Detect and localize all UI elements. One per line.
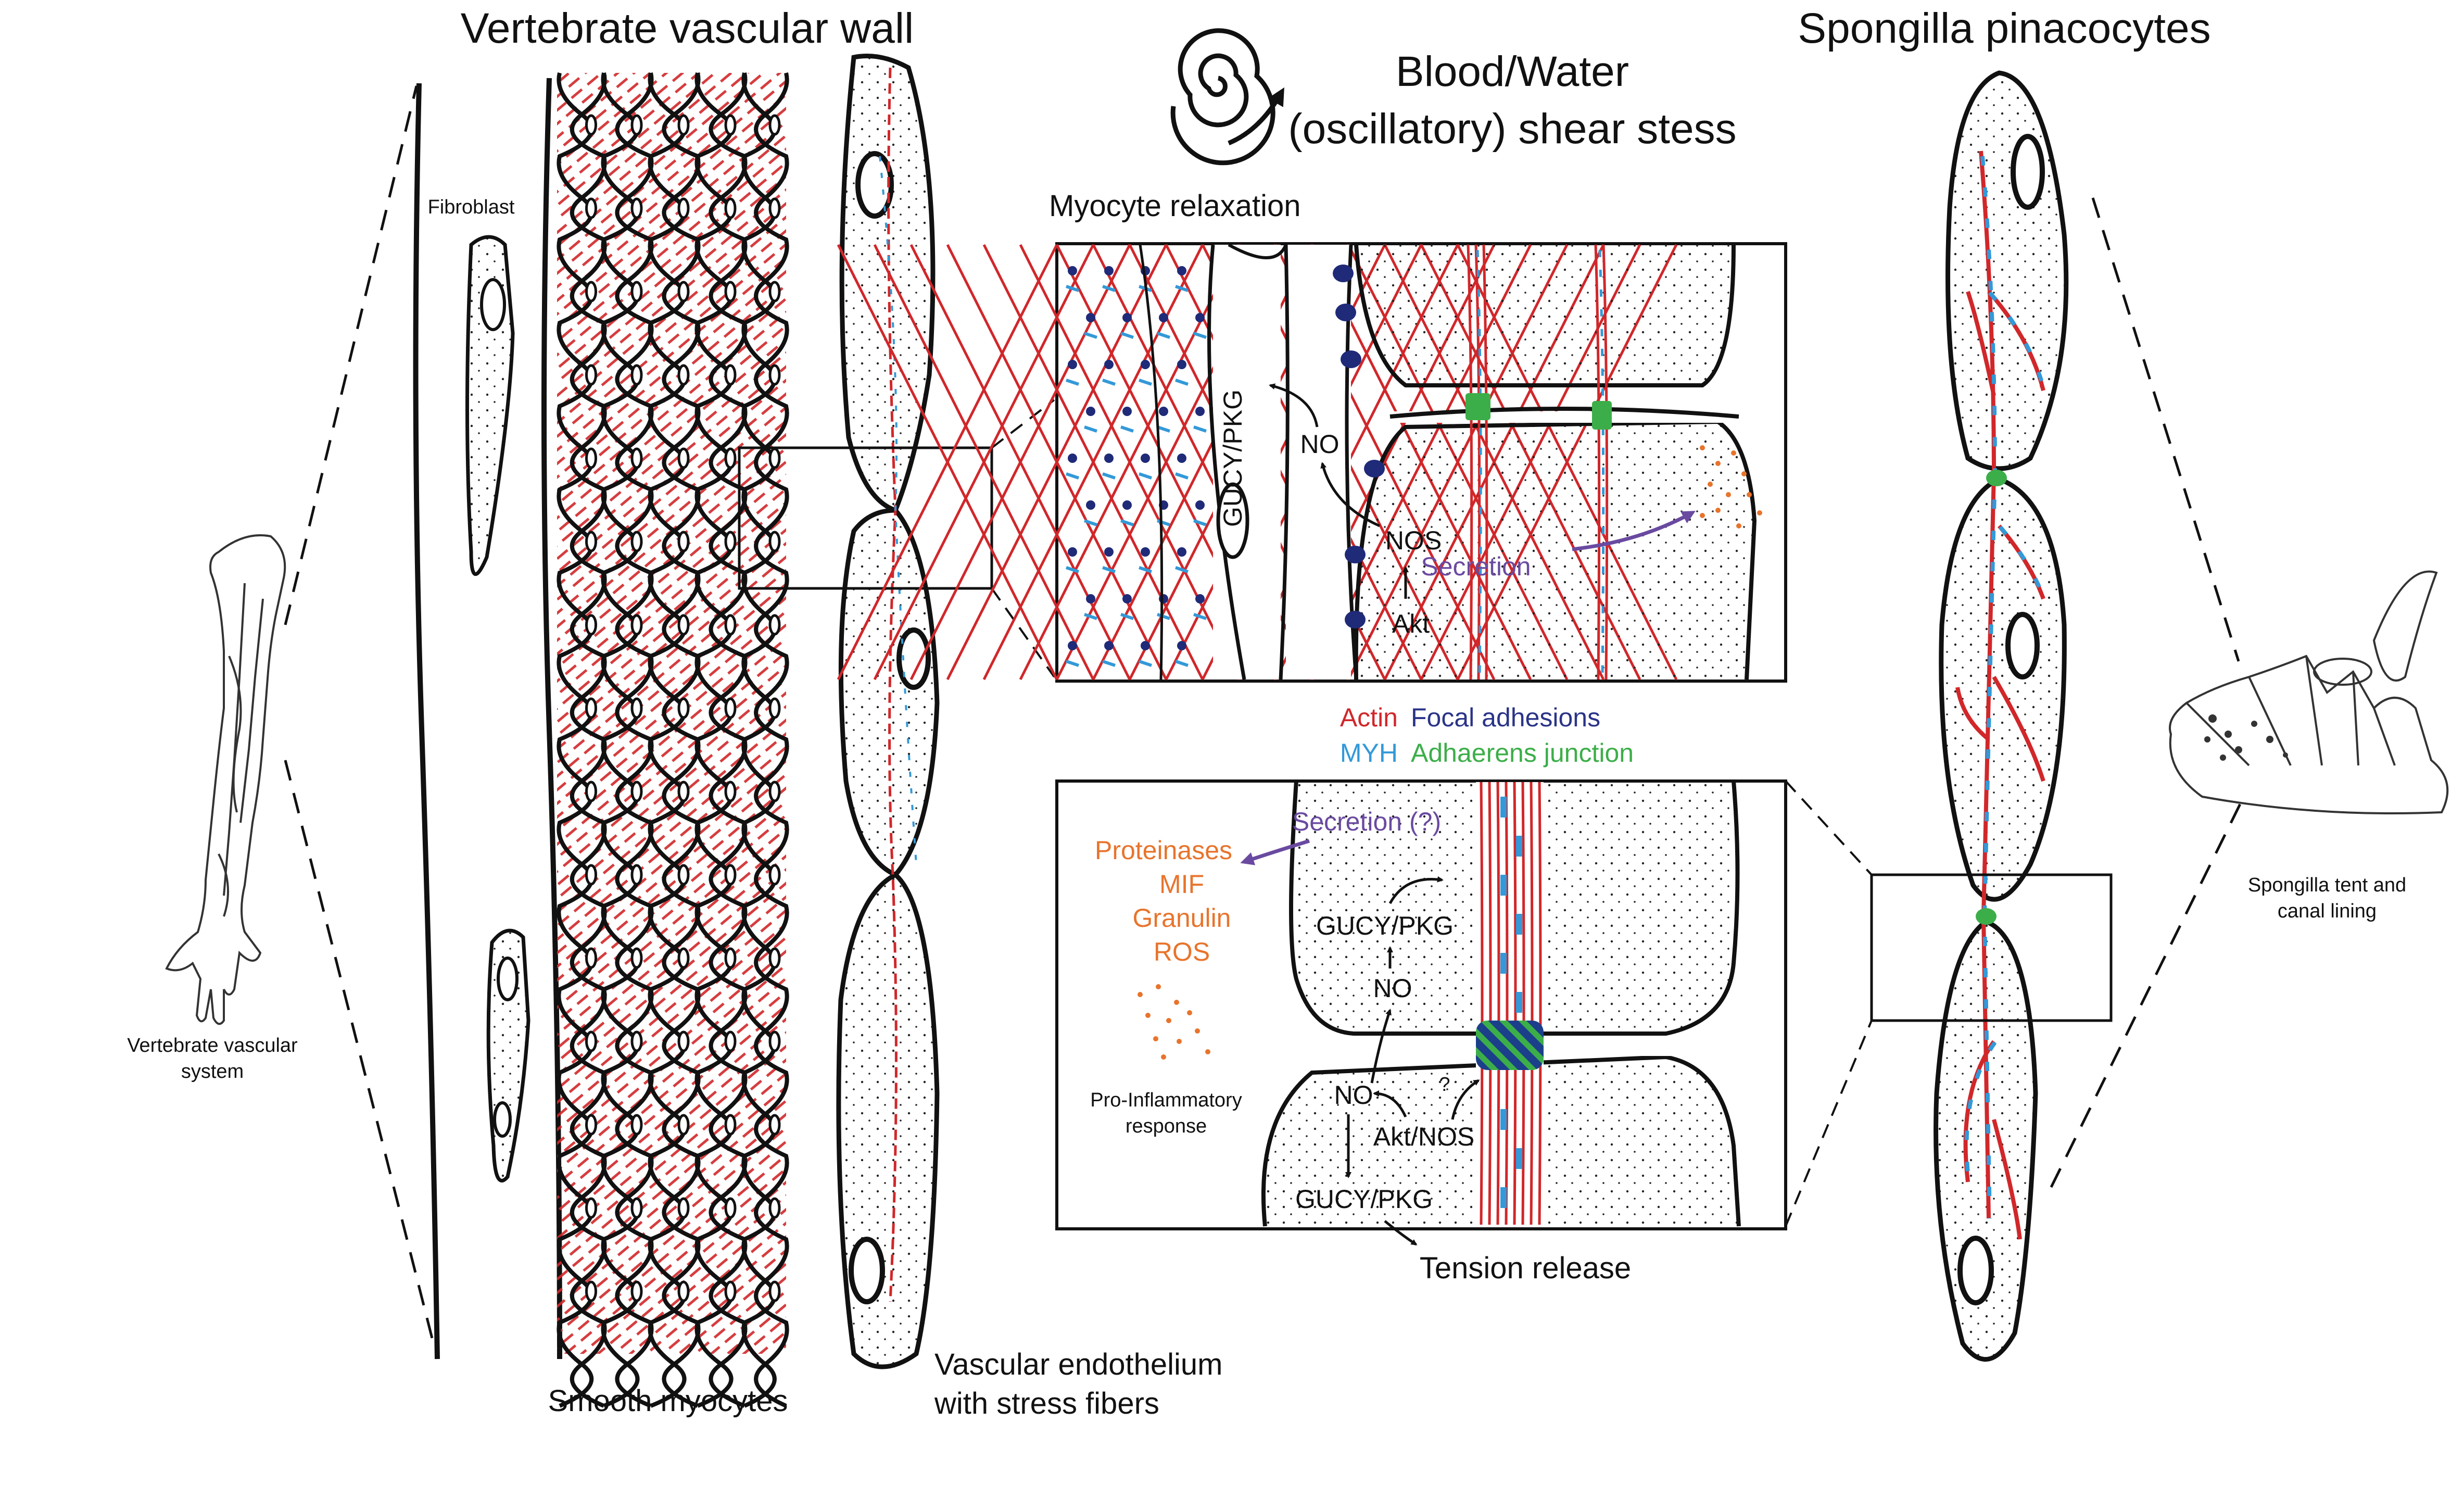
adventitia-outer-line: [413, 83, 440, 1360]
top-no-label: NO: [1300, 430, 1340, 459]
bottom-pathway-arrows: [1345, 876, 1480, 1246]
myocyte-relaxation-label: Myocyte relaxation: [1049, 189, 1301, 223]
top-secretion-arrow: [1572, 511, 1696, 551]
legend: Actin Focal adhesions MYH Adhaerens junc…: [1340, 703, 1634, 768]
zoom-line-top-inset-a: [991, 399, 1055, 449]
bottom-question-mark: ?: [1439, 1074, 1450, 1096]
top-pathway-arrows: [1269, 383, 1409, 599]
smooth-myocyte-layer: [557, 72, 789, 1408]
spongilla-pinacocytes: [1934, 70, 2069, 1362]
bottom-gucy-pkg-upper: GUCY/PKG: [1316, 911, 1454, 940]
endothelium-label-line1: Vascular endothelium: [934, 1348, 1222, 1381]
zoom-box-pinacocytes: [1870, 873, 2113, 1022]
top-nos-label: NOS: [1385, 526, 1442, 555]
bottom-granulin: Granulin: [1133, 903, 1231, 933]
zoom-line-arm-top: [284, 85, 418, 625]
vertebrate-arm-illustration: [165, 534, 286, 1025]
vascular-system-label-line1: Vertebrate vascular: [127, 1035, 298, 1056]
bottom-no-upper: NO: [1373, 974, 1412, 1003]
legend-myh: MYH: [1340, 738, 1398, 768]
fibroblast-cell: [465, 235, 515, 576]
bottom-gucy-pkg-lower: GUCY/PKG: [1295, 1185, 1433, 1214]
vascular-system-label-line2: system: [181, 1061, 244, 1083]
fibroblast-label: Fibroblast: [428, 196, 515, 218]
endothelium-cells: [836, 54, 940, 1369]
fibroblast-cell-lower: [486, 928, 530, 1182]
legend-actin: Actin: [1340, 703, 1398, 732]
spongilla-tent-label-line2: canal lining: [2278, 900, 2377, 922]
top-secretion-label: Secretion: [1421, 552, 1531, 581]
top-inset-panel: [837, 242, 1787, 683]
zoom-line-tent-bottom: [2050, 796, 2245, 1188]
bottom-mif: MIF: [1159, 870, 1204, 899]
zoom-line-tent-top: [2091, 197, 2240, 662]
bottom-secretion-label: Secretion (?): [1292, 807, 1441, 836]
legend-adhaerens-junction: Adhaerens junction: [1411, 738, 1634, 768]
title-vascular-wall: Vertebrate vascular wall: [461, 5, 914, 52]
pro-inflammatory-line2: response: [1126, 1115, 1207, 1137]
zoom-line-bottom-inset-b: [1785, 1020, 1873, 1227]
spongilla-tent-label-line1: Spongilla tent and: [2248, 874, 2406, 896]
shear-stress-line2: (oscillatory) shear stess: [1288, 105, 1736, 153]
bottom-secretion-arrow: [1240, 839, 1310, 865]
shear-stress-line1: Blood/Water: [1396, 48, 1629, 95]
shear-stress-spiral-icon: [1170, 28, 1284, 166]
tension-release-label: Tension release: [1420, 1251, 1631, 1285]
bottom-inset-panel: [1055, 779, 1787, 1230]
bottom-akt-nos: Akt/NOS: [1373, 1122, 1474, 1151]
endothelium-label-line2: with stress fibers: [934, 1387, 1159, 1420]
top-akt-label: Akt: [1392, 609, 1430, 638]
zoom-line-bottom-inset-a: [1785, 780, 1873, 876]
spongilla-tent-illustration: [2169, 570, 2449, 814]
bottom-ros: ROS: [1154, 937, 1210, 966]
smooth-myocytes-label: Smooth myocytes: [548, 1384, 788, 1418]
legend-focal-adhesions: Focal adhesions: [1411, 703, 1600, 732]
top-gucy-pkg: GUCY/PKG: [1218, 389, 1247, 527]
pro-inflammatory-line1: Pro-Inflammatory: [1090, 1089, 1242, 1111]
zoom-line-arm-bottom: [284, 760, 434, 1339]
bottom-proteinases: Proteinases: [1095, 836, 1232, 865]
bottom-no-lower: NO: [1334, 1080, 1373, 1110]
zoom-line-top-inset-b: [991, 587, 1055, 678]
title-spongilla-pinacocytes: Spongilla pinacocytes: [1798, 5, 2210, 52]
